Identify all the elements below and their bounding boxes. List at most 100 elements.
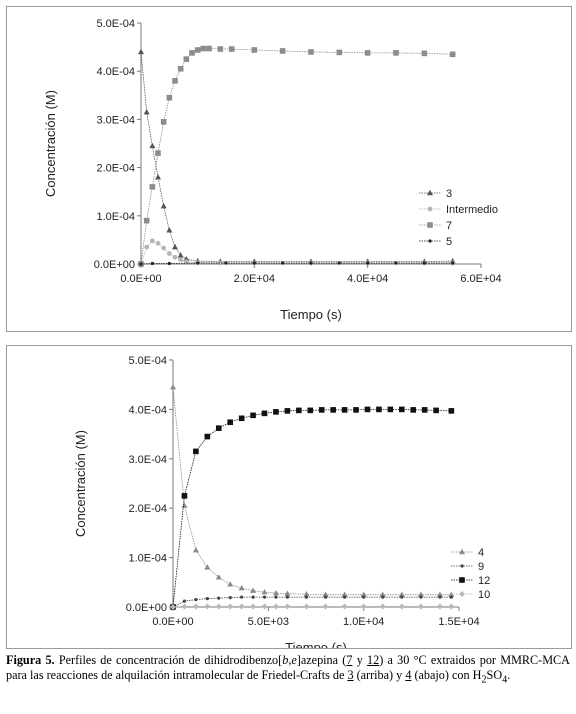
data-point [144,244,150,250]
data-point [336,49,343,56]
data-point [422,261,426,265]
data-point [322,603,329,610]
legend-label: 12 [478,575,490,587]
caption-compound-ref: 3 [347,668,354,682]
data-point [177,252,184,258]
data-point [166,227,173,233]
data-point [353,407,359,413]
data-point [181,502,188,508]
x-axis-label: Tiempo (s) [285,640,347,648]
caption-subscript: 4 [502,674,508,686]
data-point [323,595,328,599]
data-point [143,217,150,224]
data-point [183,56,190,62]
data-point [360,591,367,597]
legend-item: 4 [451,547,484,559]
data-point [215,574,222,580]
data-point [343,595,347,599]
series-intermedio [138,238,456,267]
data-point [251,595,255,599]
data-point [161,245,167,251]
data-point [240,595,244,599]
caption-italic: b [282,653,289,667]
data-point [172,243,178,250]
series-line [140,51,453,263]
data-point [170,604,176,610]
data-point [182,599,187,603]
data-point [381,595,385,599]
y-tick-label: 5.0E-04 [96,18,135,30]
data-point [284,590,291,596]
data-point [318,407,325,413]
legend-label: 5 [446,236,452,248]
legend-label: 3 [446,188,452,200]
series-4 [170,383,455,597]
data-point [181,493,188,499]
data-point [417,603,424,610]
caption-compound-ref: 4 [405,668,412,682]
data-point [204,433,211,440]
legend-item: 7 [419,220,452,232]
y-tick-label: 4.0E-04 [128,404,167,416]
data-point [376,406,382,413]
y-tick-label: 0.0E+00 [94,259,135,271]
series-line [140,48,453,265]
legend-marker [460,564,464,568]
data-point [200,45,207,52]
caption-compound-ref: 12 [367,653,380,667]
data-point [303,590,310,597]
data-point [192,603,199,610]
data-point [139,262,143,266]
data-point [251,47,258,53]
data-point [181,603,188,610]
data-point [189,50,195,56]
data-point [400,595,404,599]
x-tick-label: 6.0E+04 [460,273,501,285]
data-point [322,591,329,597]
legend-item: 5 [419,236,452,248]
legend-marker [459,548,465,555]
legend-label: 9 [478,561,484,573]
data-point [364,406,371,413]
caption-text: (abajo) con H [411,668,482,682]
legend-label: Intermedio [446,204,498,216]
data-point [178,257,184,263]
data-point [228,46,235,52]
y-axis-label: Concentración (M) [43,90,58,197]
data-point [281,261,285,265]
series-9 [171,595,453,609]
y-tick-label: 1.0E-04 [96,211,135,223]
data-point [273,409,279,415]
legend-item: Intermedio [419,204,498,216]
y-tick-label: 3.0E-04 [96,114,135,126]
data-point [155,150,161,156]
data-point [433,407,439,414]
data-point [284,408,291,414]
data-point [279,48,286,54]
data-point [227,603,234,610]
caption-compound-ref: 7 [346,653,353,667]
data-point [360,603,367,610]
figure-caption: Figura 5. Perfiles de concentración de d… [6,653,570,687]
data-point [227,581,234,587]
y-tick-label: 1.0E-04 [128,553,167,565]
y-tick-label: 4.0E-04 [96,66,135,78]
data-point [238,603,245,610]
data-point [421,50,428,57]
series-line [140,240,453,265]
data-point [449,51,456,58]
legend-label: 7 [446,220,452,232]
series-5 [139,261,455,266]
x-axis-label: Tiempo (s) [280,307,342,322]
caption-text: ) a 30 °C extraidos por MMRC-MCA para la… [6,653,570,682]
data-point [238,585,245,591]
data-point [217,260,223,266]
caption-text: . [507,668,511,682]
data-point [172,254,178,260]
y-tick-label: 3.0E-04 [128,454,167,466]
data-point [252,261,256,265]
y-tick-label: 2.0E-04 [96,163,135,175]
data-point [261,588,268,595]
legend-marker [427,189,433,196]
data-point [448,408,455,414]
